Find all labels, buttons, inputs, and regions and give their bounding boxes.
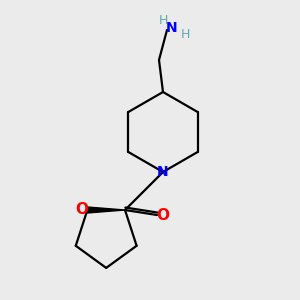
Text: O: O <box>75 202 88 217</box>
Polygon shape <box>87 207 125 213</box>
Text: H: H <box>180 28 190 41</box>
Text: N: N <box>166 21 178 35</box>
Text: H: H <box>158 14 168 26</box>
Text: O: O <box>157 208 169 223</box>
Text: N: N <box>157 165 169 179</box>
